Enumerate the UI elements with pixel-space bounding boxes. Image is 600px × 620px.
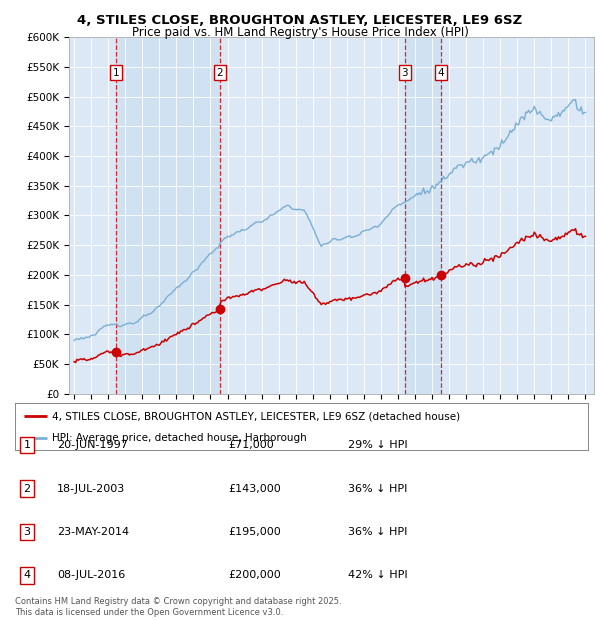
Bar: [404, 37, 441, 394]
Text: 42% ↓ HPI: 42% ↓ HPI: [348, 570, 407, 580]
Text: £195,000: £195,000: [228, 527, 281, 537]
Text: 20-JUN-1997: 20-JUN-1997: [57, 440, 128, 450]
Text: 08-JUL-2016: 08-JUL-2016: [57, 570, 125, 580]
Bar: [116, 37, 220, 394]
Text: 2: 2: [217, 68, 223, 78]
Text: 36% ↓ HPI: 36% ↓ HPI: [348, 527, 407, 537]
Text: 2: 2: [23, 484, 31, 494]
Text: 29% ↓ HPI: 29% ↓ HPI: [348, 440, 407, 450]
Text: 3: 3: [401, 68, 408, 78]
Text: 3: 3: [23, 527, 31, 537]
Text: £200,000: £200,000: [228, 570, 281, 580]
Text: 4, STILES CLOSE, BROUGHTON ASTLEY, LEICESTER, LE9 6SZ (detached house): 4, STILES CLOSE, BROUGHTON ASTLEY, LEICE…: [52, 411, 460, 421]
Text: 4: 4: [437, 68, 444, 78]
Text: £143,000: £143,000: [228, 484, 281, 494]
Text: 4, STILES CLOSE, BROUGHTON ASTLEY, LEICESTER, LE9 6SZ: 4, STILES CLOSE, BROUGHTON ASTLEY, LEICE…: [77, 14, 523, 27]
Text: 1: 1: [113, 68, 119, 78]
Text: HPI: Average price, detached house, Harborough: HPI: Average price, detached house, Harb…: [52, 433, 307, 443]
Text: 23-MAY-2014: 23-MAY-2014: [57, 527, 129, 537]
Text: Contains HM Land Registry data © Crown copyright and database right 2025.
This d: Contains HM Land Registry data © Crown c…: [15, 598, 341, 617]
Text: Price paid vs. HM Land Registry's House Price Index (HPI): Price paid vs. HM Land Registry's House …: [131, 26, 469, 39]
Text: £71,000: £71,000: [228, 440, 274, 450]
Text: 36% ↓ HPI: 36% ↓ HPI: [348, 484, 407, 494]
Text: 1: 1: [23, 440, 31, 450]
Text: 18-JUL-2003: 18-JUL-2003: [57, 484, 125, 494]
Text: 4: 4: [23, 570, 31, 580]
